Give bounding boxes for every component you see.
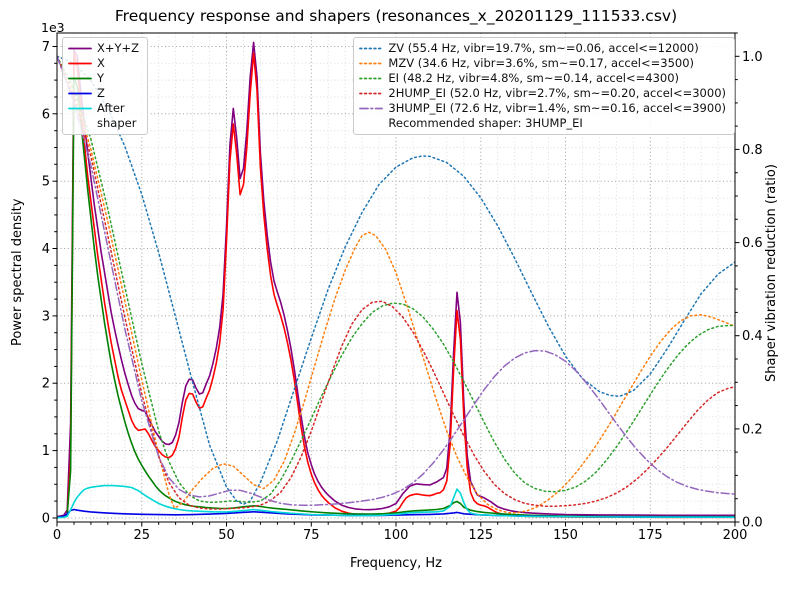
legend-label: X+Y+Z <box>97 41 140 55</box>
legend-line-zv <box>359 47 384 50</box>
left-tick-label: 5 <box>42 175 50 190</box>
left-tick-label: 2 <box>42 377 50 392</box>
legend-item-3hump_ei: 3HUMP_EI (72.6 Hz, vibr=1.4%, sm~=0.16, … <box>359 101 726 116</box>
shaper-legend: ZV (55.4 Hz, vibr=19.7%, sm~=0.06, accel… <box>353 37 735 135</box>
legend-line-z <box>68 92 92 95</box>
legend-label: Recommended shaper: 3HUMP_EI <box>388 116 583 130</box>
legend-label: 3HUMP_EI (72.6 Hz, vibr=1.4%, sm~=0.16, … <box>388 101 726 115</box>
legend-line-sum <box>68 47 92 50</box>
legend-label: MZV (34.6 Hz, vibr=3.6%, sm~=0.17, accel… <box>388 56 695 70</box>
legend-line-2hump_ei <box>359 92 384 95</box>
legend-line-3hump_ei <box>359 107 384 110</box>
right-tick-label: 0.4 <box>742 329 763 344</box>
series-zv <box>57 55 735 506</box>
legend-recommended-shaper: Recommended shaper: 3HUMP_EI <box>359 116 726 131</box>
left-axis-multiplier: 1e3 <box>41 20 65 35</box>
series-x <box>57 52 735 519</box>
legend-item-sum: X+Y+Z <box>68 41 139 56</box>
x-tick-label: 0 <box>53 528 61 543</box>
right-y-axis-label: Shaper vibration reduction (ratio) <box>764 164 779 382</box>
legend-label: Y <box>97 71 105 85</box>
chart-title: Frequency response and shapers (resonanc… <box>114 7 678 25</box>
legend-line-mzv <box>359 62 384 65</box>
series-sum <box>57 41 735 518</box>
legend-item-mzv: MZV (34.6 Hz, vibr=3.6%, sm~=0.17, accel… <box>359 56 726 71</box>
x-axis-label: Frequency, Hz <box>349 556 443 571</box>
left-tick-label: 0 <box>42 512 50 527</box>
series-ei <box>57 55 735 504</box>
legend-line-y <box>68 77 92 80</box>
x-tick-label: 75 <box>303 528 320 543</box>
x-tick-label: 125 <box>468 528 493 543</box>
x-tick-label: 25 <box>134 528 151 543</box>
legend-label: ZV (55.4 Hz, vibr=19.7%, sm~=0.06, accel… <box>388 41 699 55</box>
right-tick-label: 0.6 <box>742 236 763 251</box>
legend-item-zv: ZV (55.4 Hz, vibr=19.7%, sm~=0.06, accel… <box>359 41 726 56</box>
left-tick-label: 4 <box>42 242 50 257</box>
right-tick-label: 0.2 <box>742 422 763 437</box>
left-tick-label: 6 <box>42 107 50 122</box>
legend-item-x: X <box>68 56 139 71</box>
legend-item-ei: EI (48.2 Hz, vibr=4.8%, sm~=0.14, accel<… <box>359 71 726 86</box>
legend-label: X <box>97 56 105 70</box>
left-tick-label: 3 <box>42 309 50 324</box>
series-mzv <box>57 55 735 514</box>
x-tick-label: 150 <box>553 528 578 543</box>
legend-label: After shaper <box>97 101 137 130</box>
x-tick-label: 175 <box>638 528 663 543</box>
left-tick-label: 1 <box>42 444 50 459</box>
legend-line-after-shaper <box>68 107 92 110</box>
right-tick-label: 1.0 <box>742 50 763 65</box>
legend-item-after-shaper: After shaper <box>68 101 139 131</box>
right-tick-label: 0.8 <box>742 143 763 158</box>
legend-label: EI (48.2 Hz, vibr=4.8%, sm~=0.14, accel<… <box>388 71 680 85</box>
left-y-axis-label: Power spectral density <box>10 198 25 346</box>
x-tick-label: 50 <box>218 528 235 543</box>
x-tick-label: 100 <box>384 528 409 543</box>
psd-legend: X+Y+Z X Y Z After shaper <box>62 37 149 135</box>
legend-label: 2HUMP_EI (52.0 Hz, vibr=2.7%, sm~=0.20, … <box>388 86 726 100</box>
legend-line-x <box>68 62 92 65</box>
x-tick-label: 200 <box>723 528 748 543</box>
legend-item-2hump_ei: 2HUMP_EI (52.0 Hz, vibr=2.7%, sm~=0.20, … <box>359 86 726 101</box>
legend-line-ei <box>359 77 384 80</box>
legend-item-y: Y <box>68 71 139 86</box>
series-3hump_ei <box>57 55 735 506</box>
right-tick-label: 0.0 <box>742 516 763 531</box>
series-2hump_ei <box>57 55 735 510</box>
legend-item-z: Z <box>68 86 139 101</box>
left-tick-label: 7 <box>42 40 50 55</box>
legend-label: Z <box>97 86 105 100</box>
series-after-shaper <box>57 484 735 519</box>
